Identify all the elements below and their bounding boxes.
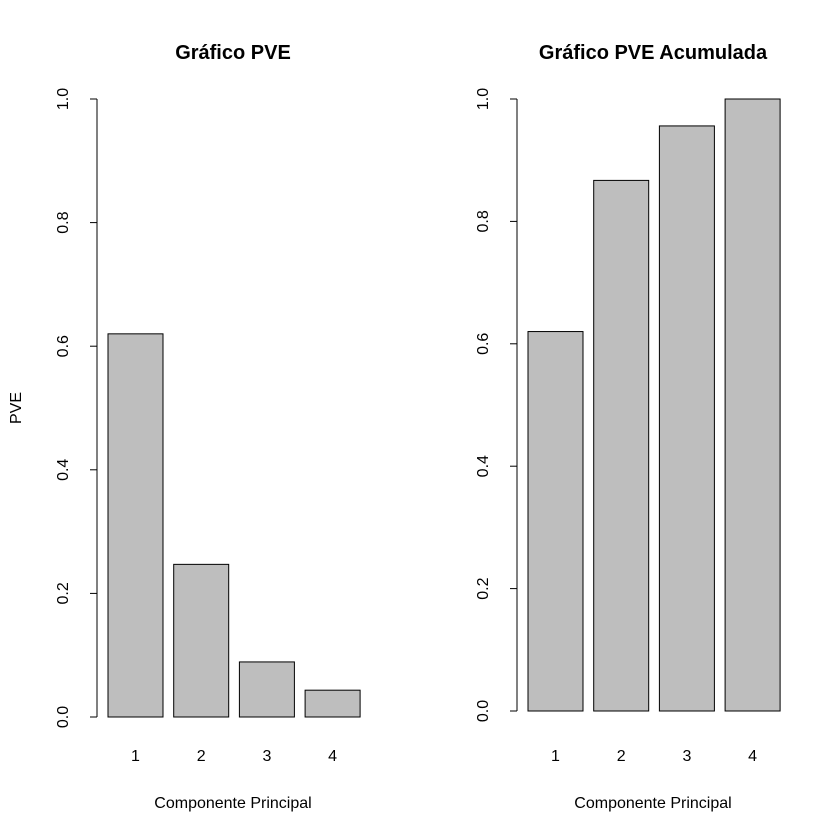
x-axis-label: Componente Principal	[574, 795, 731, 812]
x-tick-label: 1	[131, 748, 140, 765]
y-axis: 0.0 0.2 0.4 0.6 0.8 1.0	[55, 88, 98, 728]
pve-cumulative-chart: Gráfico PVE Acumulada Componente Princip…	[475, 42, 781, 812]
x-tick-label: 4	[328, 748, 337, 765]
x-tick-label: 1	[551, 748, 560, 765]
x-tick-label: 4	[748, 748, 757, 765]
x-tick-label: 3	[262, 748, 271, 765]
category-labels: 1 2 3 4	[551, 748, 757, 765]
pve-chart: Gráfico PVE Componente Principal PVE 0.0…	[8, 42, 361, 812]
y-axis: 0.0 0.2 0.4 0.6 0.8 1.0	[475, 88, 518, 722]
category-labels: 1 2 3 4	[131, 748, 337, 765]
bar-3	[238, 661, 295, 718]
y-tick-label: 0.4	[55, 459, 72, 481]
bar-1	[107, 333, 164, 718]
y-tick-label: 0.0	[475, 700, 492, 722]
bar-4	[724, 98, 781, 712]
bars	[527, 98, 781, 712]
chart-title: Gráfico PVE	[175, 42, 291, 64]
y-tick-label: 0.8	[55, 211, 72, 233]
x-tick-label: 2	[197, 748, 206, 765]
x-axis-label: Componente Principal	[154, 795, 311, 812]
y-tick-label: 1.0	[475, 88, 492, 110]
y-tick-label: 0.4	[475, 455, 492, 477]
y-tick-label: 0.2	[475, 577, 492, 599]
y-tick-label: 0.8	[475, 210, 492, 232]
bars	[107, 333, 361, 718]
y-tick-label: 0.2	[55, 582, 72, 604]
bar-3	[658, 125, 715, 712]
y-tick-label: 0.0	[55, 706, 72, 728]
x-tick-label: 3	[682, 748, 691, 765]
bar-1	[527, 331, 584, 712]
chart-title: Gráfico PVE Acumulada	[539, 42, 768, 64]
bar-2	[173, 563, 230, 718]
y-axis-label: PVE	[8, 392, 25, 424]
y-tick-label: 0.6	[55, 335, 72, 357]
bar-4	[304, 689, 361, 718]
y-tick-label: 1.0	[55, 88, 72, 110]
bar-2	[593, 179, 650, 712]
x-tick-label: 2	[617, 748, 626, 765]
y-tick-label: 0.6	[475, 333, 492, 355]
